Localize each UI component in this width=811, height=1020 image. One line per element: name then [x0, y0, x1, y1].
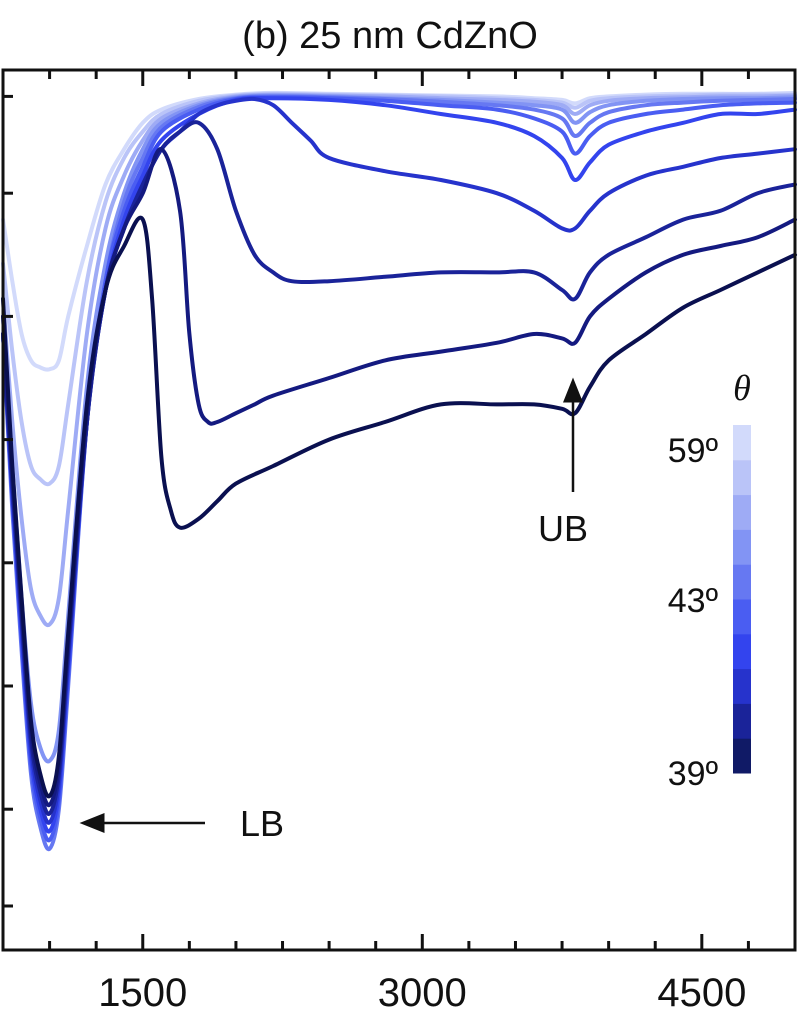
colorbar-label-59: 59º	[668, 432, 718, 470]
colorbar-swatch	[733, 494, 751, 530]
colorbar-swatch	[733, 564, 751, 600]
lb-label: LB	[240, 803, 284, 844]
series-line-3	[1, 120, 797, 816]
colorbar-swatch	[733, 459, 751, 496]
colorbar-swatches	[733, 425, 751, 774]
series-line-7	[1, 94, 797, 852]
series-line-1	[1, 215, 797, 799]
series-line-8	[1, 93, 797, 764]
colorbar-title: θ	[733, 368, 751, 408]
colorbar-swatch	[733, 529, 751, 565]
colorbar-swatch	[733, 738, 751, 774]
colorbar-swatch	[733, 425, 751, 461]
colorbar-swatch	[733, 633, 751, 670]
chart-title: (b) 25 nm CdZnO	[242, 15, 538, 57]
colorbar-label-39: 39º	[668, 755, 718, 793]
x-tick-label-1500: 1500	[98, 971, 187, 1015]
colorbar-swatch	[733, 599, 751, 635]
colorbar-label-43: 43º	[668, 582, 718, 620]
x-tick-label-3000: 3000	[378, 971, 467, 1015]
axis-layer: 1500 3000 4500	[3, 70, 750, 1015]
series-line-6	[1, 95, 797, 843]
series-line-4	[1, 96, 797, 825]
colorbar-swatch	[733, 703, 751, 739]
colorbar-legend: θ 59º 43º 39º	[668, 368, 751, 793]
plot-frame	[1, 68, 797, 952]
x-tick-label-4500: 4500	[657, 971, 746, 1015]
ub-label: UB	[538, 508, 588, 549]
series-line-2	[1, 147, 797, 808]
series-layer	[1, 90, 797, 852]
colorbar-swatch	[733, 668, 751, 704]
annotation-layer: LB UB	[79, 377, 588, 844]
